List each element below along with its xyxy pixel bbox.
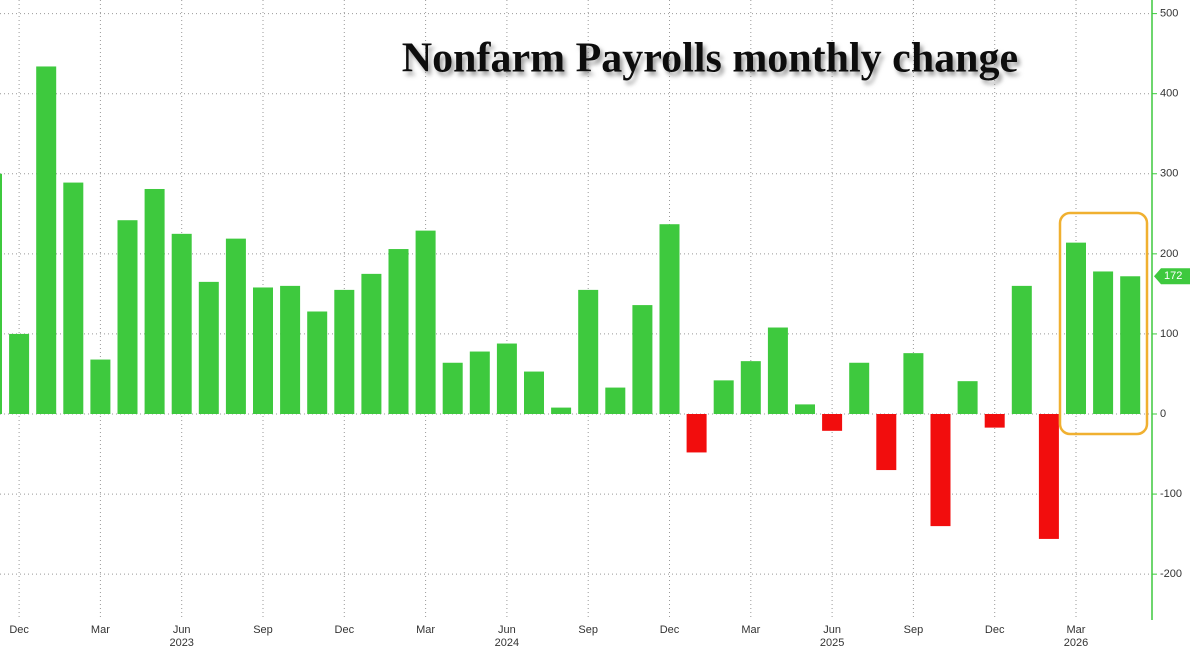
bar (659, 224, 680, 415)
bar (36, 66, 57, 415)
bar (253, 287, 273, 415)
bar (686, 414, 707, 453)
bar (551, 407, 572, 415)
highlight-box (1058, 211, 1149, 436)
bar (822, 414, 843, 431)
bar (849, 362, 870, 415)
bar (957, 381, 978, 415)
y-tick-label: 400 (1160, 88, 1178, 100)
x-year-label: 2025 (820, 637, 844, 648)
last-value-tag (1154, 268, 1190, 285)
bar (1093, 271, 1114, 415)
x-year-label: 2023 (169, 637, 193, 648)
y-tick-label: 200 (1160, 248, 1178, 260)
bar (63, 182, 84, 415)
y-tick-label: -100 (1160, 488, 1182, 500)
bar (984, 414, 1005, 428)
bar (767, 327, 788, 415)
y-tick-label: 300 (1160, 168, 1178, 180)
y-tick-label: -200 (1160, 568, 1182, 580)
x-tick-label: Mar (416, 624, 435, 636)
bar (171, 233, 192, 415)
bar (1120, 276, 1141, 415)
bar (496, 343, 517, 415)
x-tick-label: Mar (741, 624, 760, 636)
bar (225, 238, 246, 415)
bar (1011, 285, 1032, 415)
bar (144, 188, 165, 415)
bar (930, 414, 951, 527)
bar (524, 371, 544, 415)
bar (117, 220, 138, 415)
bar (334, 289, 355, 415)
bar (0, 173, 2, 415)
bar (713, 380, 734, 415)
bar (198, 281, 219, 415)
x-tick-label: Sep (253, 624, 273, 636)
y-tick-label: 500 (1160, 8, 1178, 20)
x-year-label: 2026 (1064, 637, 1088, 648)
bar (361, 273, 382, 415)
x-tick-label: Jun (498, 624, 516, 636)
bar (9, 333, 30, 415)
x-tick-label: Sep (578, 624, 598, 636)
bar (795, 404, 815, 415)
bar (876, 414, 897, 471)
last-value-label: 172 (1164, 270, 1182, 282)
y-tick-label: 100 (1160, 328, 1178, 340)
x-tick-label: Dec (660, 624, 680, 636)
x-year-label: 2024 (495, 637, 519, 648)
bar (578, 289, 599, 415)
x-tick-label: Dec (9, 624, 29, 636)
chart-title: Nonfarm Payrolls monthly change (402, 36, 1018, 82)
x-tick-label: Sep (904, 624, 924, 636)
x-tick-label: Jun (823, 624, 841, 636)
x-tick-label: Dec (985, 624, 1005, 636)
x-tick-label: Mar (1067, 624, 1086, 636)
bar (307, 311, 328, 415)
bar (1038, 414, 1059, 539)
x-tick-label: Mar (91, 624, 110, 636)
y-tick-label: 0 (1160, 408, 1166, 420)
bar (469, 351, 490, 415)
bar (388, 249, 409, 415)
bar (605, 387, 626, 415)
bar (280, 285, 301, 415)
bar (442, 362, 463, 415)
x-tick-label: Jun (173, 624, 191, 636)
bar (415, 230, 436, 415)
bar (1066, 242, 1086, 415)
x-tick-label: Dec (335, 624, 355, 636)
bar (90, 359, 111, 415)
bar (740, 361, 761, 415)
bar (903, 353, 924, 415)
bar (632, 305, 653, 415)
